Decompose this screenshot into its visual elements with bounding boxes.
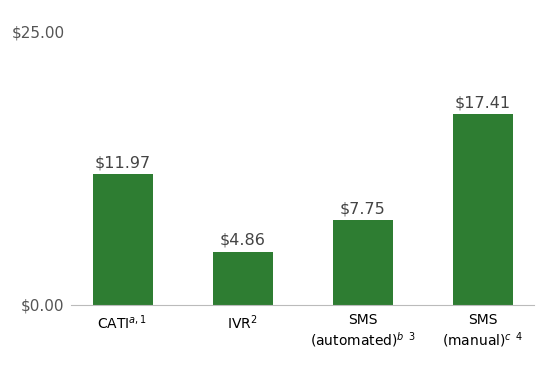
Bar — [453, 115, 513, 305]
Text: $4.86: $4.86 — [219, 233, 266, 248]
Bar — [212, 252, 272, 305]
Text: $7.75: $7.75 — [340, 201, 386, 216]
Text: $17.41: $17.41 — [454, 95, 510, 111]
Bar — [92, 174, 152, 305]
Text: $11.97: $11.97 — [95, 155, 151, 170]
Bar — [333, 220, 393, 305]
